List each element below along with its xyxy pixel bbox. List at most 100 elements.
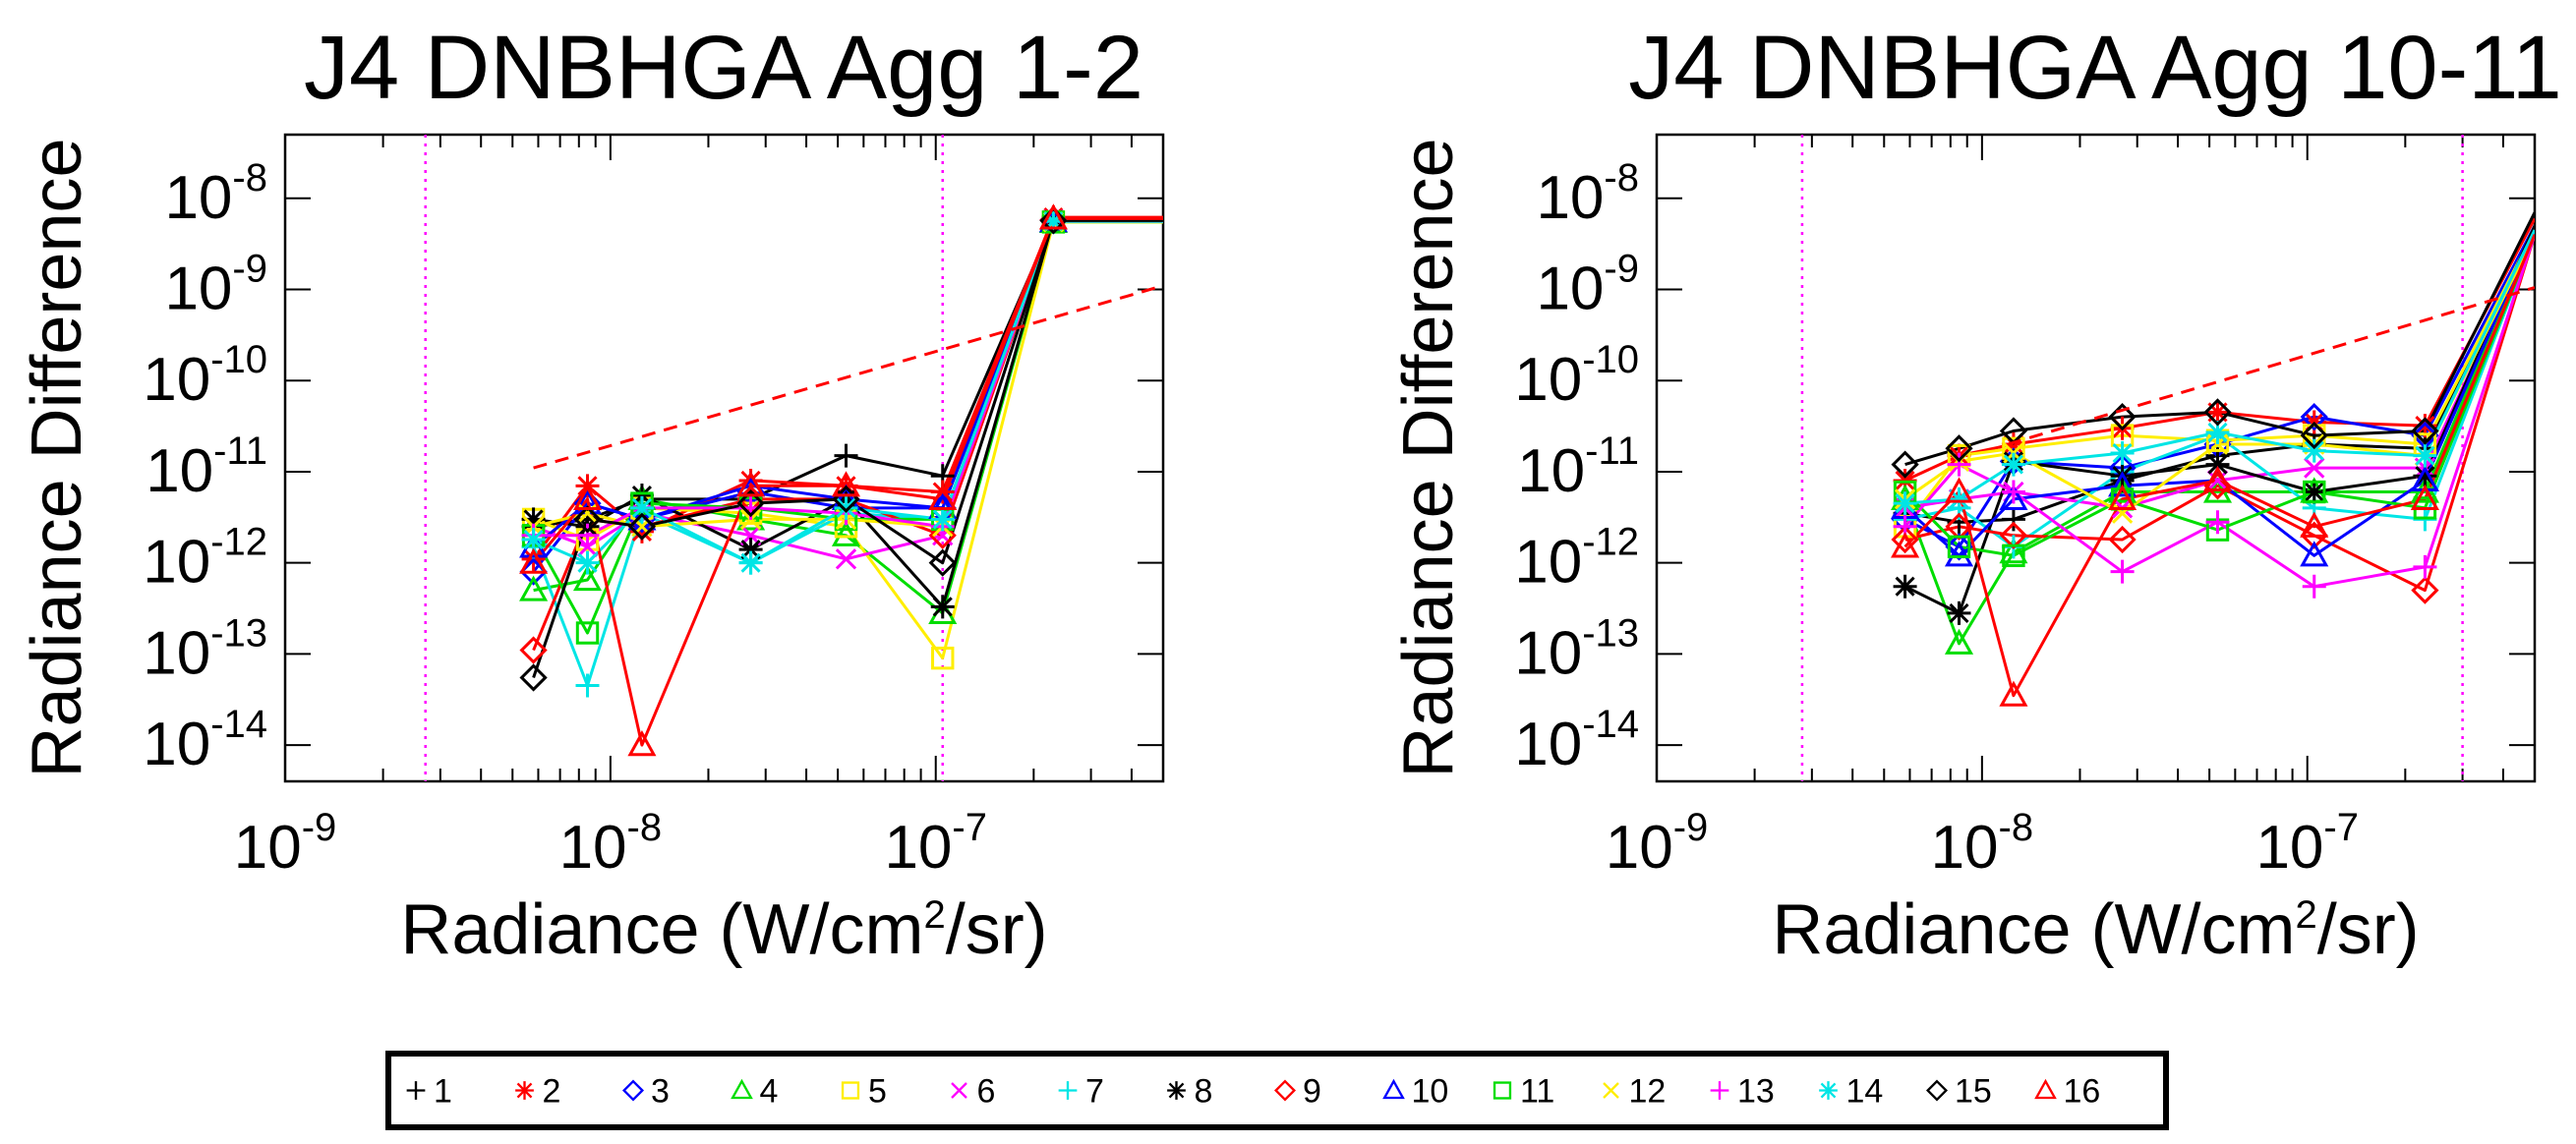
data-point-legend-7 bbox=[1058, 1081, 1078, 1100]
data-point-15-1 bbox=[1945, 434, 1973, 463]
legend: 1 2 3 4 5 6 7 8 9 10 11 12 13 14 15 16 bbox=[385, 1051, 2169, 1130]
data-point-13-6 bbox=[2413, 554, 2437, 579]
data-point-16-0 bbox=[519, 547, 549, 574]
data-point-13-1 bbox=[575, 523, 600, 547]
data-point-15-2 bbox=[627, 512, 657, 541]
reference-line bbox=[533, 284, 1163, 470]
data-point-16-3 bbox=[2108, 484, 2137, 510]
legend-item-10: 10 bbox=[1382, 1073, 1449, 1111]
plot-frame bbox=[1655, 133, 2537, 783]
data-point-8-0 bbox=[1893, 574, 1917, 599]
legend-label: 6 bbox=[977, 1073, 996, 1111]
series-line-8 bbox=[1903, 225, 2535, 615]
data-point-11-2 bbox=[2002, 543, 2025, 568]
legend-label: 11 bbox=[1520, 1073, 1554, 1111]
data-point-4-0 bbox=[519, 575, 549, 601]
axis-ticks bbox=[284, 135, 1164, 781]
data-point-15-5 bbox=[2300, 421, 2328, 450]
y-tick-label: 10-11 bbox=[1517, 429, 1639, 505]
y-tick-label: 10-11 bbox=[146, 429, 267, 505]
series-line-14 bbox=[533, 219, 1163, 565]
data-point-2-4 bbox=[2205, 400, 2230, 425]
y-tick-label: 10-14 bbox=[143, 703, 267, 778]
legend-item-16: 16 bbox=[2034, 1073, 2100, 1111]
data-point-15-5 bbox=[928, 548, 957, 577]
data-point-15-0 bbox=[519, 663, 548, 692]
data-point-legend-8 bbox=[1167, 1081, 1186, 1100]
legend-label: 1 bbox=[434, 1073, 452, 1111]
y-tick-label: 10-9 bbox=[164, 248, 267, 323]
data-point-13-5 bbox=[2302, 574, 2326, 599]
data-point-15-0 bbox=[1891, 450, 1919, 479]
data-point-3-5 bbox=[2300, 403, 2328, 431]
data-point-legend-2 bbox=[515, 1081, 534, 1100]
series-line-10 bbox=[1903, 229, 2535, 557]
data-point-legend-16 bbox=[2034, 1078, 2057, 1100]
data-point-16-1 bbox=[1944, 477, 1974, 503]
series-markers-15 bbox=[1891, 398, 2439, 479]
plot-frame bbox=[283, 133, 1165, 783]
data-point-6-4 bbox=[2206, 470, 2229, 491]
y-axis-label: Radiance Difference bbox=[18, 138, 96, 777]
legend-item-7: 7 bbox=[1058, 1073, 1104, 1111]
data-point-14-4 bbox=[834, 495, 858, 520]
data-point-legend-3 bbox=[621, 1079, 645, 1102]
data-point-16-5 bbox=[2300, 511, 2329, 538]
y-tick-label: 10-13 bbox=[1514, 611, 1639, 687]
legend-item-2: 2 bbox=[515, 1073, 560, 1111]
data-point-legend-6 bbox=[951, 1082, 967, 1099]
data-point-16-3 bbox=[736, 471, 766, 497]
legend-label: 8 bbox=[1195, 1073, 1213, 1111]
y-tick-label: 10-9 bbox=[1536, 248, 1639, 323]
data-point-8-3 bbox=[738, 538, 763, 562]
series-markers-13 bbox=[1893, 452, 2437, 599]
series-markers-14 bbox=[1893, 420, 2437, 516]
data-point-14-4 bbox=[2205, 420, 2230, 444]
series-markers-16 bbox=[519, 203, 1068, 757]
chart-panel-1: J4 DNBHGA Agg 1-2 10-9 10-8 10-7 10-8 10-9 10-… bbox=[18, 18, 1165, 969]
data-point-16-6 bbox=[2410, 484, 2439, 510]
y-axis-label: Radiance Difference bbox=[1389, 138, 1468, 777]
data-point-14-1 bbox=[1947, 486, 1971, 511]
data-point-4-4 bbox=[831, 520, 861, 546]
legend-item-3: 3 bbox=[621, 1073, 670, 1111]
data-point-legend-1 bbox=[406, 1081, 426, 1100]
data-point-legend-4 bbox=[731, 1078, 753, 1100]
x-tick-label: 10-9 bbox=[1606, 806, 1709, 882]
data-point-16-4 bbox=[831, 471, 861, 497]
data-point-13-3 bbox=[2110, 559, 2135, 584]
chart-panel-2: J4 DNBHGA Agg 10-11 10-9 10-8 10-7 10-8 10-9 1… bbox=[1389, 18, 2562, 969]
data-point-14-5 bbox=[2302, 438, 2326, 463]
legend-item-6: 6 bbox=[951, 1073, 996, 1111]
series-markers-6 bbox=[522, 209, 1065, 570]
series-markers-16 bbox=[1891, 465, 2439, 707]
data-point-12-3 bbox=[2111, 502, 2134, 524]
data-point-legend-13 bbox=[1710, 1081, 1729, 1100]
data-point-4-2 bbox=[1999, 538, 2028, 564]
y-tick-label: 10-8 bbox=[1536, 156, 1639, 232]
series-markers-1 bbox=[521, 209, 1066, 539]
data-point-5-5 bbox=[931, 646, 955, 670]
x-tick-label: 10-8 bbox=[559, 806, 663, 882]
data-point-3-1 bbox=[1945, 533, 1973, 561]
legend-item-5: 5 bbox=[841, 1073, 887, 1111]
x-axis-label: Radiance (W/cm2/sr) bbox=[1772, 890, 2419, 969]
data-point-8-5 bbox=[930, 595, 955, 619]
legend-label: 15 bbox=[1955, 1073, 1992, 1111]
data-point-10-1 bbox=[1944, 541, 1974, 567]
series-line-14 bbox=[1904, 229, 2535, 505]
legend-label: 10 bbox=[1412, 1073, 1449, 1111]
data-point-16-0 bbox=[1891, 532, 1920, 558]
x-tick-label: 10-7 bbox=[2255, 806, 2359, 882]
data-point-4-3 bbox=[2108, 477, 2137, 503]
chart-title: J4 DNBHGA Agg 1-2 bbox=[304, 18, 1143, 118]
data-point-6-5 bbox=[2304, 457, 2325, 479]
data-point-15-3 bbox=[736, 488, 765, 518]
legend-label: 9 bbox=[1303, 1073, 1321, 1111]
series-markers-12 bbox=[522, 211, 1065, 538]
legend-label: 12 bbox=[1629, 1073, 1667, 1111]
data-point-16-1 bbox=[572, 484, 603, 510]
data-point-14-0 bbox=[521, 528, 546, 552]
data-point-15-6 bbox=[1039, 206, 1068, 235]
data-point-legend-15 bbox=[1925, 1079, 1949, 1102]
